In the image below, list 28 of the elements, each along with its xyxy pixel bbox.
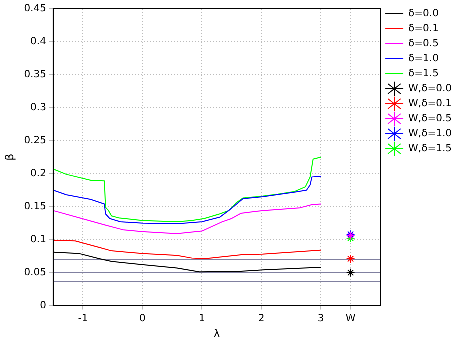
legend-label: δ=0.0	[408, 8, 439, 20]
y-tick-label: 0.2	[30, 168, 46, 180]
y-tick-label: 0.15	[24, 201, 46, 212]
y-tick-label: 0.25	[24, 136, 46, 147]
x-tick-label: W	[346, 313, 356, 324]
y-tick-label: 0.3	[30, 102, 46, 114]
legend-label: W,δ=0.1	[408, 98, 452, 110]
x-tick-label: 0	[139, 313, 146, 324]
y-tick-label: 0.4	[30, 36, 46, 48]
legend-label: W,δ=0.5	[408, 114, 452, 125]
x-tick-label: 3	[318, 313, 324, 324]
legend-label: δ=0.1	[408, 24, 439, 35]
y-tick-label: 0.1	[30, 234, 46, 246]
legend-label: W,δ=1.5	[408, 144, 452, 155]
legend-label: δ=1.5	[408, 68, 439, 80]
legend-label: W,δ=0.0	[408, 84, 452, 95]
x-axis-title: λ	[214, 327, 221, 340]
y-tick-label: 0.05	[24, 267, 46, 278]
y-tick-label: 0.35	[24, 70, 46, 81]
x-tick-label: -1	[78, 313, 88, 324]
y-tick-label: 0.45	[24, 4, 46, 15]
y-tick-label: 0	[40, 300, 46, 312]
legend-label: δ=1.0	[408, 54, 439, 65]
legend-label: δ=0.5	[408, 38, 439, 50]
x-tick-label: 1	[198, 313, 206, 324]
legend-label: W,δ=1.0	[408, 128, 452, 140]
x-tick-label: 2	[258, 313, 265, 324]
y-axis-title: β	[3, 154, 16, 161]
